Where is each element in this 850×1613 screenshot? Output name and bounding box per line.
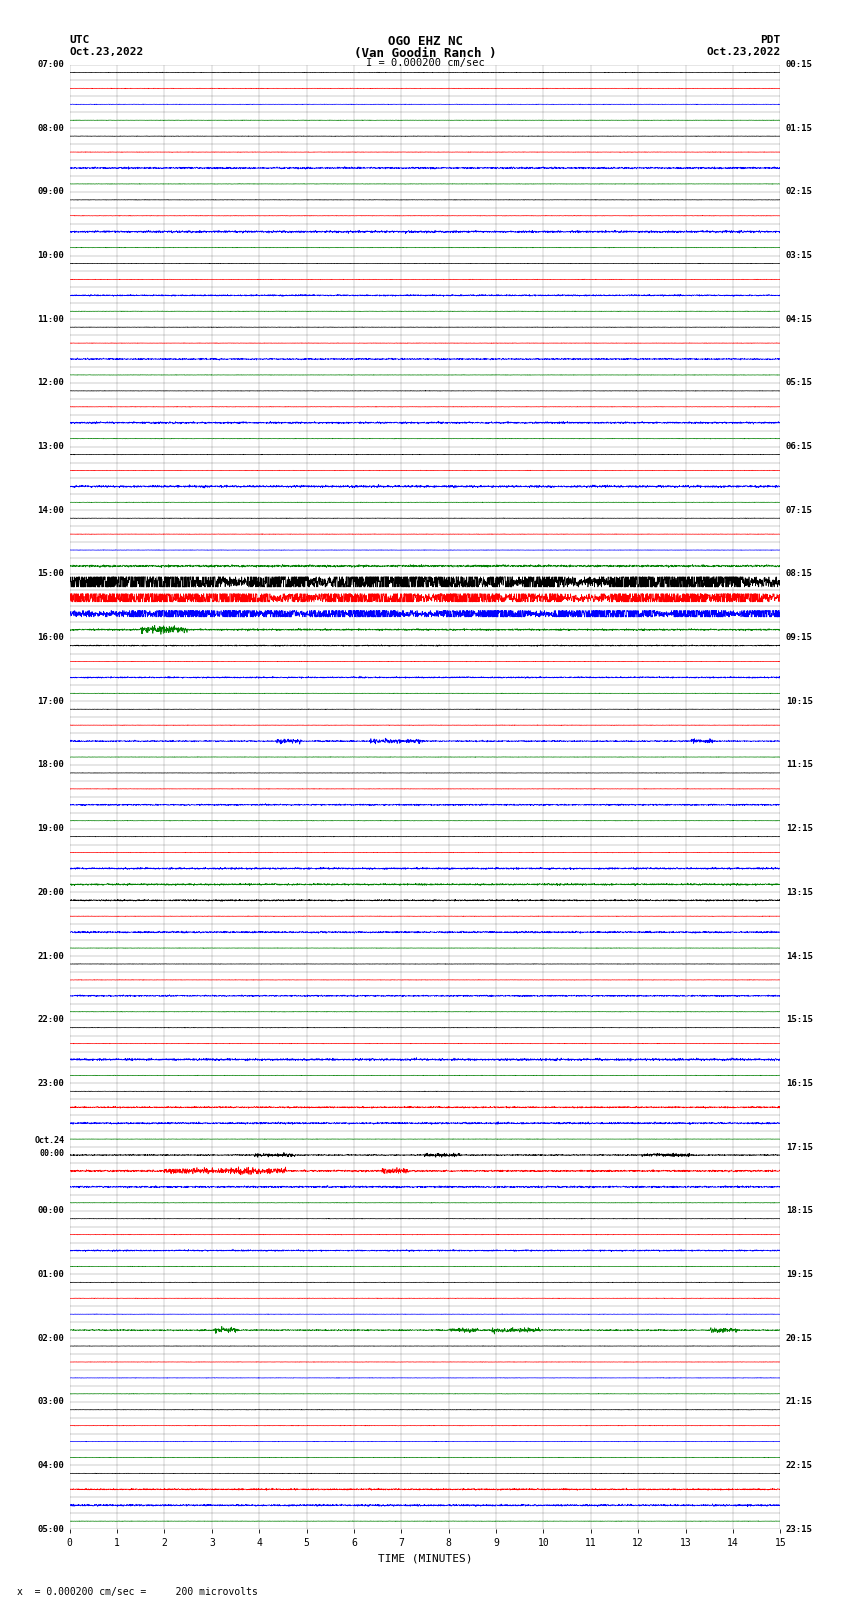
Text: Oct.23,2022: Oct.23,2022 [70, 47, 144, 56]
Text: 16:15: 16:15 [786, 1079, 813, 1087]
Text: 02:15: 02:15 [786, 187, 813, 197]
Text: 13:15: 13:15 [786, 887, 813, 897]
Text: UTC: UTC [70, 35, 90, 45]
Text: 08:00: 08:00 [37, 124, 64, 132]
Text: 04:15: 04:15 [786, 315, 813, 324]
Text: 16:00: 16:00 [37, 634, 64, 642]
Text: 10:00: 10:00 [37, 252, 64, 260]
Text: 18:15: 18:15 [786, 1207, 813, 1215]
Text: 22:15: 22:15 [786, 1461, 813, 1469]
Text: 08:15: 08:15 [786, 569, 813, 579]
Text: 00:00: 00:00 [37, 1207, 64, 1215]
Text: 03:00: 03:00 [37, 1397, 64, 1407]
Text: 09:15: 09:15 [786, 634, 813, 642]
Text: 09:00: 09:00 [37, 187, 64, 197]
Text: 03:15: 03:15 [786, 252, 813, 260]
Text: 22:00: 22:00 [37, 1015, 64, 1024]
Text: 02:00: 02:00 [37, 1334, 64, 1342]
Text: 21:00: 21:00 [37, 952, 64, 960]
Text: 11:15: 11:15 [786, 760, 813, 769]
Text: 21:15: 21:15 [786, 1397, 813, 1407]
Text: 17:00: 17:00 [37, 697, 64, 706]
Text: 01:00: 01:00 [37, 1269, 64, 1279]
Text: 05:00: 05:00 [37, 1524, 64, 1534]
Text: 05:15: 05:15 [786, 379, 813, 387]
Text: 18:00: 18:00 [37, 760, 64, 769]
Text: 14:15: 14:15 [786, 952, 813, 960]
Text: 06:15: 06:15 [786, 442, 813, 452]
Text: 15:15: 15:15 [786, 1015, 813, 1024]
Text: Oct.23,2022: Oct.23,2022 [706, 47, 780, 56]
Text: 10:15: 10:15 [786, 697, 813, 706]
X-axis label: TIME (MINUTES): TIME (MINUTES) [377, 1553, 473, 1563]
Text: 19:15: 19:15 [786, 1269, 813, 1279]
Text: 17:15: 17:15 [786, 1142, 813, 1152]
Text: x  = 0.000200 cm/sec =     200 microvolts: x = 0.000200 cm/sec = 200 microvolts [17, 1587, 258, 1597]
Text: 20:00: 20:00 [37, 887, 64, 897]
Text: 23:15: 23:15 [786, 1524, 813, 1534]
Text: 12:00: 12:00 [37, 379, 64, 387]
Text: Oct.24: Oct.24 [34, 1136, 64, 1145]
Text: 19:00: 19:00 [37, 824, 64, 834]
Text: 07:15: 07:15 [786, 506, 813, 515]
Text: 07:00: 07:00 [37, 60, 64, 69]
Text: PDT: PDT [760, 35, 780, 45]
Text: 12:15: 12:15 [786, 824, 813, 834]
Text: 04:00: 04:00 [37, 1461, 64, 1469]
Text: 14:00: 14:00 [37, 506, 64, 515]
Text: 00:00: 00:00 [39, 1150, 64, 1158]
Text: 00:15: 00:15 [786, 60, 813, 69]
Text: 11:00: 11:00 [37, 315, 64, 324]
Text: (Van Goodin Ranch ): (Van Goodin Ranch ) [354, 47, 496, 60]
Text: 13:00: 13:00 [37, 442, 64, 452]
Text: 15:00: 15:00 [37, 569, 64, 579]
Text: 20:15: 20:15 [786, 1334, 813, 1342]
Text: 01:15: 01:15 [786, 124, 813, 132]
Text: OGO EHZ NC: OGO EHZ NC [388, 35, 462, 48]
Text: I = 0.000200 cm/sec: I = 0.000200 cm/sec [366, 58, 484, 68]
Text: 23:00: 23:00 [37, 1079, 64, 1087]
